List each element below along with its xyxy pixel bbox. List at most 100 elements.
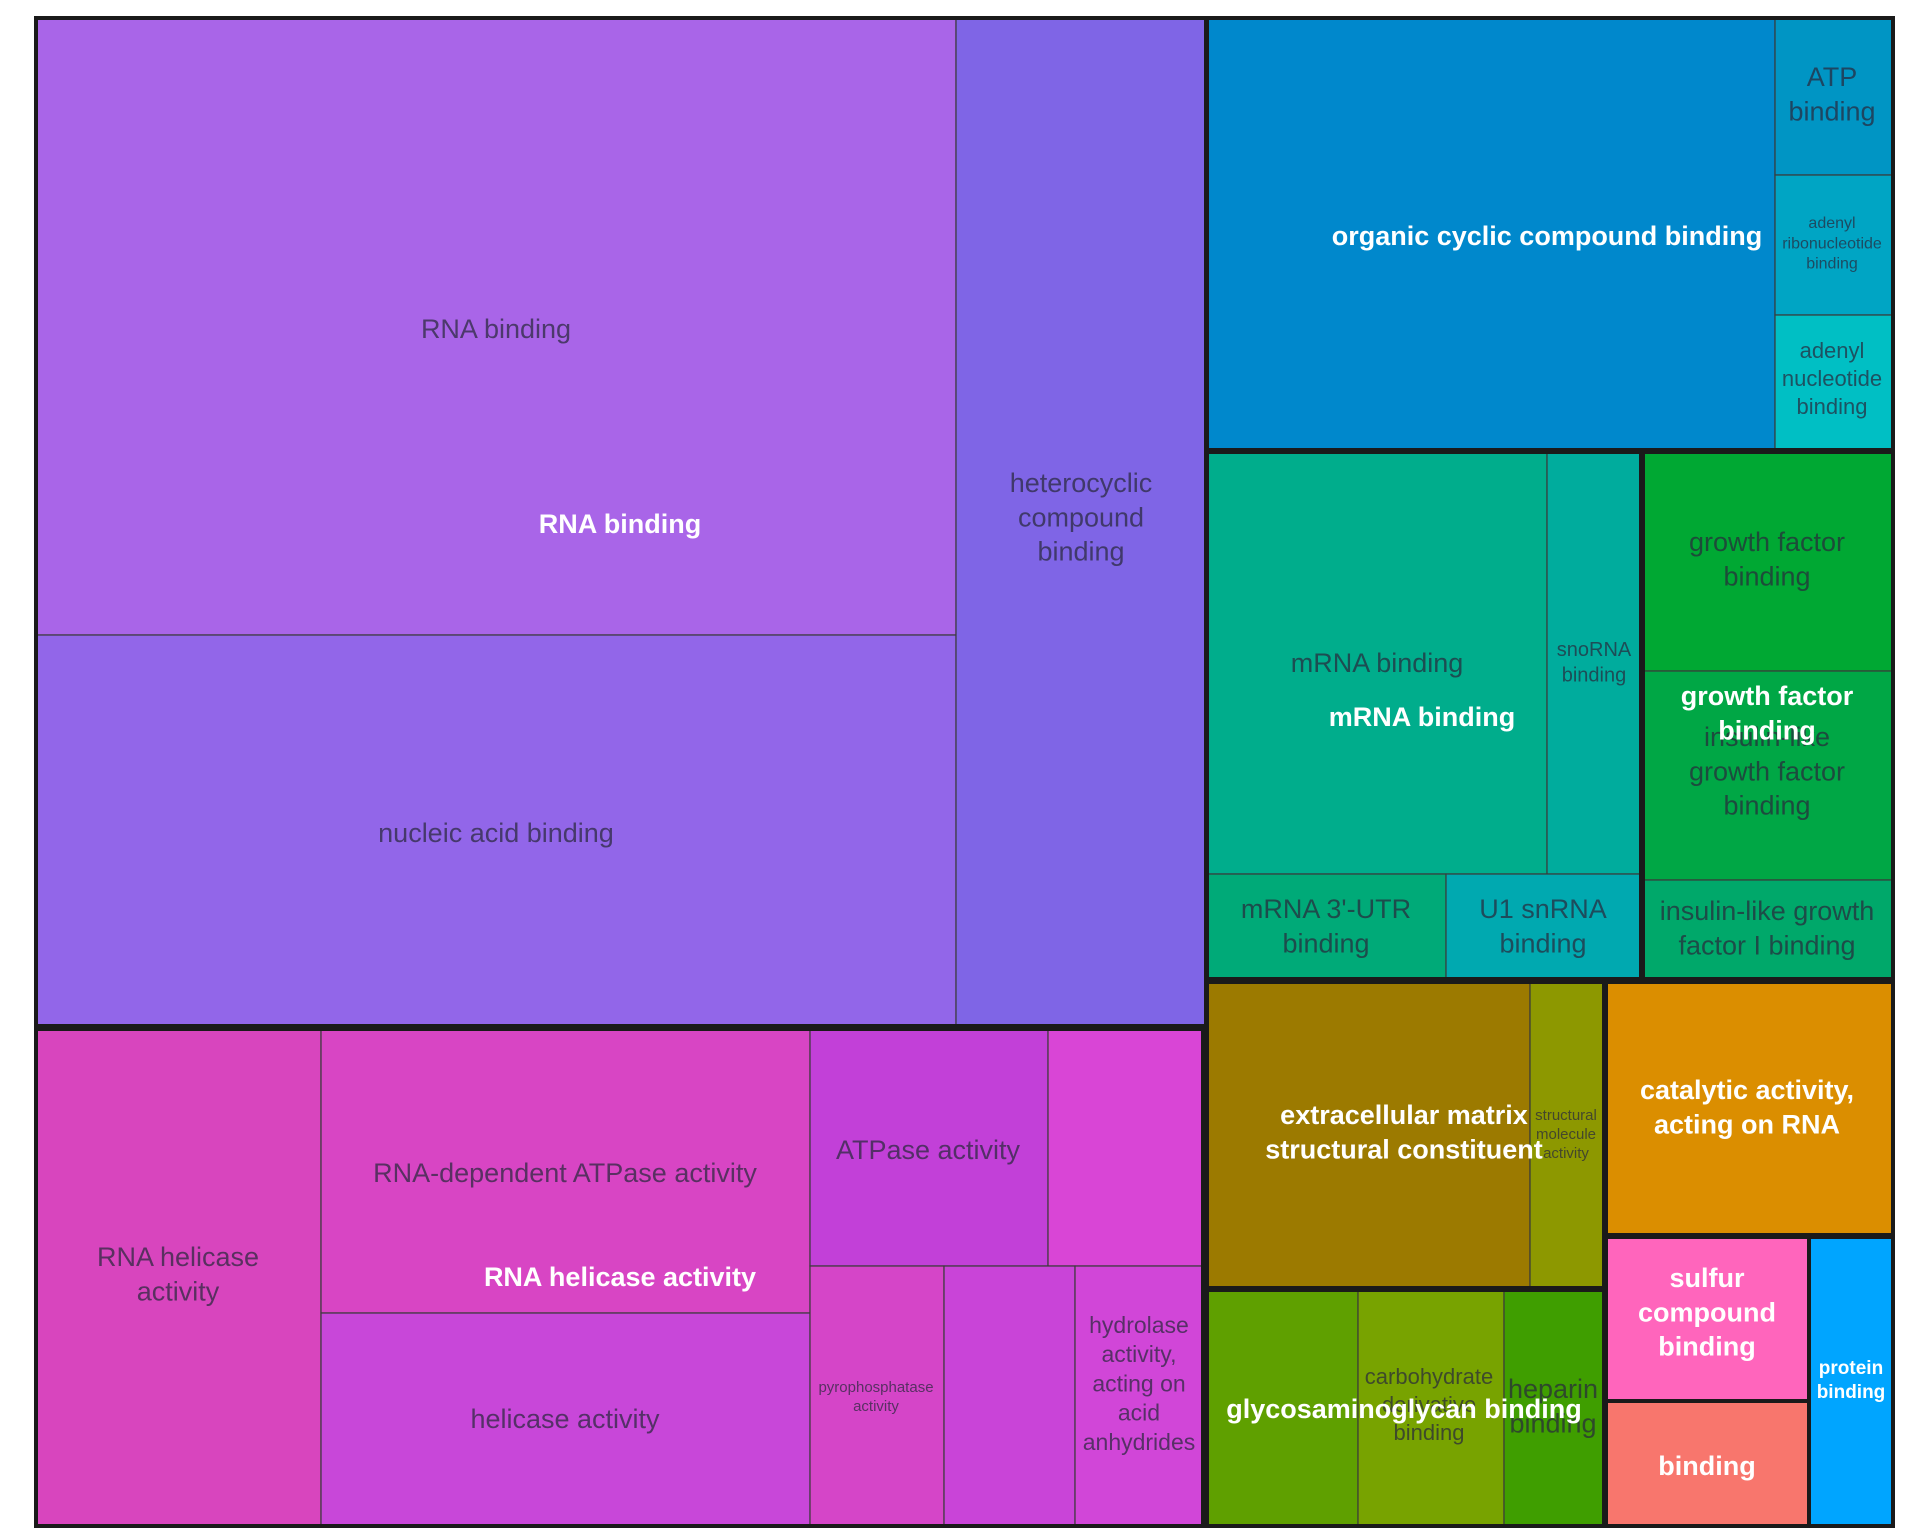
tile-label-growth-factor-binding-line: binding [1723,561,1810,591]
tile-label-rna-dependent-atpase-activity: RNA-dependent ATPase activity [373,1158,757,1188]
tile-label-growth-factor-binding: growth factor binding [1689,527,1845,591]
group-border-layer [34,16,1895,1528]
tile-label-pyrophosphatase-activity: pyrophosphatase activity [818,1379,933,1415]
group-label-rna-binding: RNA binding [539,509,701,539]
tile-label-carbohydrate-derivative-binding-line: binding [1394,1420,1465,1445]
group-border-rna-helicase-activity [34,1027,1205,1528]
tile-nucleic-acid-binding [35,634,957,1027]
tile-label-carbohydrate-derivative-binding-line: carbohydrate [1365,1364,1493,1389]
group-label-extracellular-matrix-structural-constituent-line: extracellular matrix [1280,1100,1528,1130]
group-label-binding: binding [1658,1451,1755,1481]
tile-label-adenyl-ribonucleotide-binding-line: binding [1806,256,1858,273]
tile-label-insulin-like-growth-factor-i-binding-line: insulin-like growth [1660,896,1875,926]
tile-label-insulin-like-growth-factor-binding: insulin-like growth factor binding [1689,722,1845,821]
tile-pyrophosphatase-activity [809,1265,945,1527]
tile-structural-molecule-activity [1529,981,1605,1289]
group-label-protein-binding-line: binding [1817,1382,1886,1403]
tile-rna-binding [35,17,957,636]
tile-label-u1-snrna-binding: U1 snRNA binding [1479,894,1607,958]
group-label-growth-factor-binding: growth factor binding [1681,681,1854,745]
tile-label-structural-molecule-activity-line: activity [1543,1145,1589,1162]
tile-label-atp-binding-line: binding [1788,96,1875,126]
tile-heterocyclic-compound-binding [955,17,1207,1027]
tile-layer [35,17,1894,1527]
tile-label-mrna-binding: mRNA binding [1291,648,1464,678]
tile-label-mrna-binding-line: mRNA binding [1291,648,1464,678]
group-label-growth-factor-binding-line: binding [1718,715,1815,745]
tile-label-heparin-binding: heparin binding [1508,1374,1598,1438]
tile-carbohydrate-derivative-binding [1357,1289,1505,1527]
tile-label-heterocyclic-compound-binding-line: binding [1037,537,1124,567]
tile-label-pyrophosphatase-activity-line: activity [853,1398,899,1415]
group-label-mrna-binding: mRNA binding [1329,702,1515,732]
tile-label-atp-binding: ATP binding [1788,62,1875,126]
tile-label-hydrolase-activity-acting-on-acid-anhydrides-line: anhydrides [1083,1429,1196,1455]
tile-label-mrna-3-utr-binding-line: mRNA 3'-UTR [1241,894,1411,924]
group-label-catalytic-activity-acting-on-rna-line: catalytic activity, [1640,1075,1854,1105]
group-label-mrna-binding-line: mRNA binding [1329,702,1515,732]
tile-u1-snrna-binding [1445,873,1642,980]
tile-label-snorna-binding: snoRNA binding [1557,639,1632,686]
tile-organic-cyclic-compound-binding [1206,17,1776,451]
tile-label-hydrolase-activity-acting-on-acid-anhydrides-line: acting on [1092,1370,1185,1396]
tile-helicase-activity [320,1312,811,1527]
tile-label-adenyl-nucleotide-binding: adenyl nucleotide binding [1782,338,1882,419]
tile-label-structural-molecule-activity-line: structural [1535,1107,1597,1124]
group-border-protein-binding [1807,1235,1895,1528]
group-label-organic-cyclic-compound-binding-line: organic cyclic compound binding [1332,221,1763,251]
tile-label-u1-snrna-binding-line: U1 snRNA [1479,894,1607,924]
tile-label-snorna-binding-line: binding [1562,664,1627,686]
tile-label-heterocyclic-compound-binding-line: compound [1018,502,1144,532]
group-label-rna-helicase-activity-line: RNA helicase activity [484,1262,756,1292]
tile-hydrolase-activity-acting-on-acid-anhydrides [1074,1265,1204,1527]
group-label-binding-line: binding [1658,1451,1755,1481]
tile-label-rna-binding: RNA binding [421,314,571,344]
tile-rna-dependent-atpase-activity [320,1028,811,1314]
group-label-protein-binding: protein binding [1817,1358,1886,1403]
tile-growth-factor-binding [1642,451,1894,672]
tile-label-adenyl-ribonucleotide-binding-line: adenyl [1808,215,1855,232]
group-label-sulfur-compound-binding-line: compound [1638,1297,1776,1327]
tile-mrna-binding [1206,451,1548,875]
tile-label-adenyl-nucleotide-binding-line: nucleotide [1782,366,1882,391]
group-label-growth-factor-binding-line: growth factor [1681,681,1854,711]
tile-label-atp-binding-line: ATP [1807,62,1858,92]
tile-label-heterocyclic-compound-binding-line: heterocyclic [1010,468,1153,498]
tile-label-mrna-3-utr-binding-line: binding [1282,928,1369,958]
tile-label-carbohydrate-derivative-binding-line: derivative [1382,1392,1476,1417]
tile-label-hydrolase-activity-acting-on-acid-anhydrides-line: acid [1118,1400,1160,1426]
tile-label-nucleic-acid-binding: nucleic acid binding [378,818,614,848]
tile-label-adenyl-ribonucleotide-binding: adenyl ribonucleotide binding [1782,215,1882,273]
tile-label-rna-helicase-activity-line: RNA helicase [97,1242,259,1272]
tile-label-adenyl-ribonucleotide-binding-line: ribonucleotide [1782,235,1882,252]
tile-label-helicase-activity: helicase activity [470,1404,660,1434]
tile-label-mrna-3-utr-binding: mRNA 3'-UTR binding [1241,894,1411,958]
tile-label-adenyl-nucleotide-binding-line: adenyl [1800,338,1865,363]
tile-label-insulin-like-growth-factor-binding-line: binding [1723,791,1810,821]
group-label-extracellular-matrix-structural-constituent: extracellular matrix structural constitue… [1265,1100,1543,1164]
tile-glycosaminoglycan-binding [1206,1289,1359,1527]
group-label-sulfur-compound-binding-line: sulfur [1669,1263,1744,1293]
tile-rna-helicase-activity-6 [943,1265,1076,1527]
tile-label-heparin-binding-line: binding [1509,1408,1596,1438]
group-label-catalytic-activity-acting-on-rna-line: acting on RNA [1654,1109,1840,1139]
tile-snorna-binding [1546,451,1642,875]
group-label-glycosaminoglycan-binding-line: glycosaminoglycan binding [1226,1394,1582,1424]
group-label-layer: RNA binding RNA helicase activity organic … [484,221,1885,1481]
tile-catalytic-activity-acting-on-rna [1605,981,1894,1236]
tile-label-rna-helicase-activity: RNA helicase activity [97,1242,259,1306]
tile-label-adenyl-nucleotide-binding-line: binding [1797,394,1868,419]
tile-label-helicase-activity-line: helicase activity [470,1404,660,1434]
tile-label-layer: RNA binding nucleic acid binding heterocyc… [97,62,1882,1455]
tile-label-growth-factor-binding-line: growth factor [1689,527,1845,557]
tile-label-rna-dependent-atpase-activity-line: RNA-dependent ATPase activity [373,1158,757,1188]
tile-mrna-3-utr-binding [1206,873,1447,980]
tile-adenyl-ribonucleotide-binding [1774,174,1894,316]
group-label-catalytic-activity-acting-on-rna: catalytic activity, acting on RNA [1640,1075,1854,1139]
tile-label-heterocyclic-compound-binding: heterocyclic compound binding [1010,468,1153,567]
tile-rna-helicase-activity-4 [1047,1028,1204,1267]
group-border-growth-factor-binding [1641,450,1895,981]
tile-label-rna-binding-line: RNA binding [421,314,571,344]
group-label-rna-binding-line: RNA binding [539,509,701,539]
